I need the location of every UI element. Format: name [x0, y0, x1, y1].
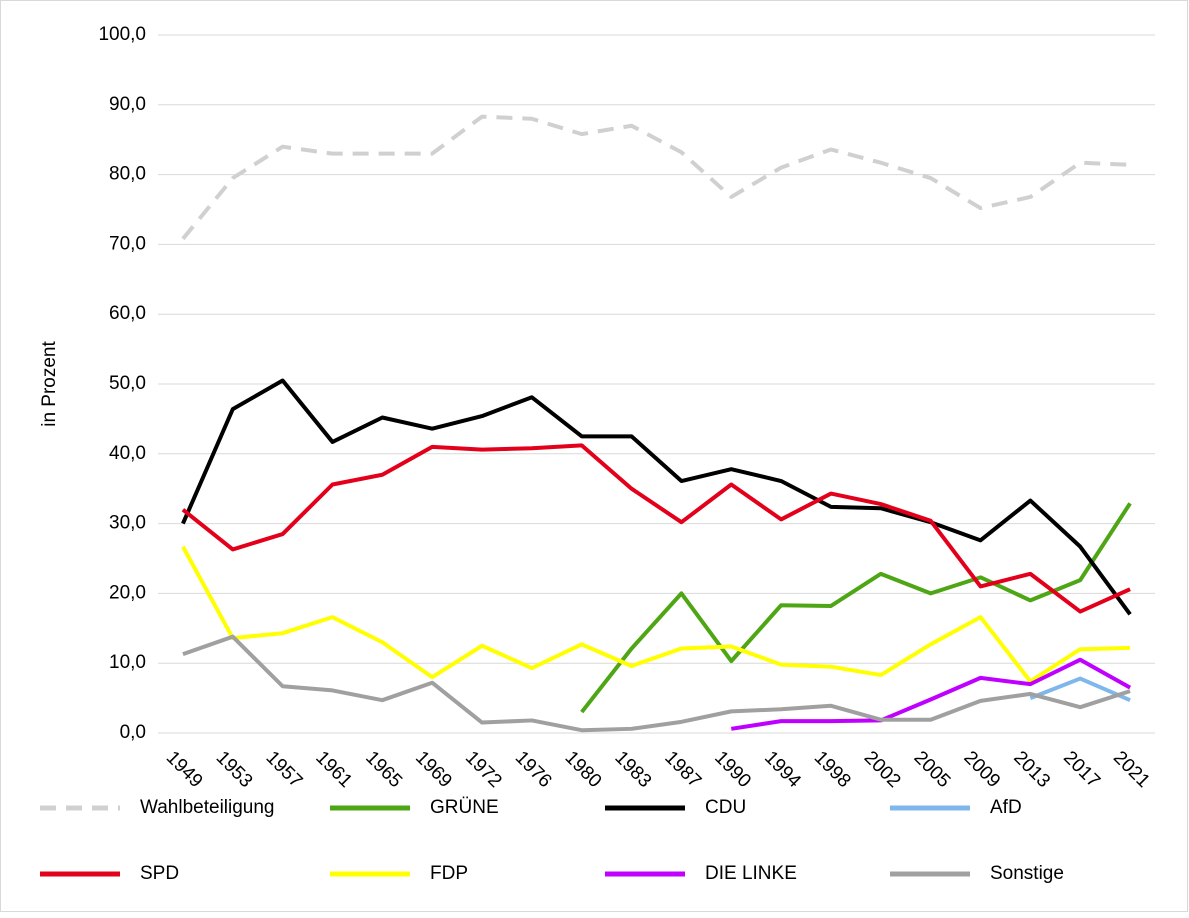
series-line [181, 545, 1131, 684]
legend-label: AfD [990, 797, 1022, 818]
y-tick-label: 0,0 [120, 722, 146, 743]
series-line [181, 443, 1131, 614]
y-tick-label: 20,0 [109, 582, 146, 603]
legend-label: FDP [430, 863, 468, 884]
legend-label: Wahlbeteiligung [140, 797, 275, 818]
y-tick-label: 60,0 [109, 303, 146, 324]
y-tick-label: 70,0 [109, 233, 146, 254]
y-tick-label: 10,0 [109, 652, 146, 673]
legend-label: DIE LINKE [705, 863, 797, 884]
y-tick-label: 100,0 [98, 24, 146, 45]
series-line [580, 502, 1132, 714]
y-tick-label: 40,0 [109, 443, 146, 464]
legend-label: Sonstige [990, 863, 1064, 884]
series-line [181, 378, 1132, 616]
y-axis-label: in Prozent [39, 341, 60, 427]
legend-label: GRÜNE [430, 797, 499, 818]
series-line [182, 634, 1131, 733]
legend-label: CDU [705, 797, 746, 818]
y-tick-label: 50,0 [109, 373, 146, 394]
series-line [181, 114, 1131, 241]
y-tick-label: 80,0 [109, 164, 146, 185]
y-tick-label: 90,0 [109, 94, 146, 115]
y-tick-label: 30,0 [109, 513, 146, 534]
series-line [730, 657, 1132, 731]
series-line [1029, 676, 1131, 703]
legend-label: SPD [140, 863, 179, 884]
